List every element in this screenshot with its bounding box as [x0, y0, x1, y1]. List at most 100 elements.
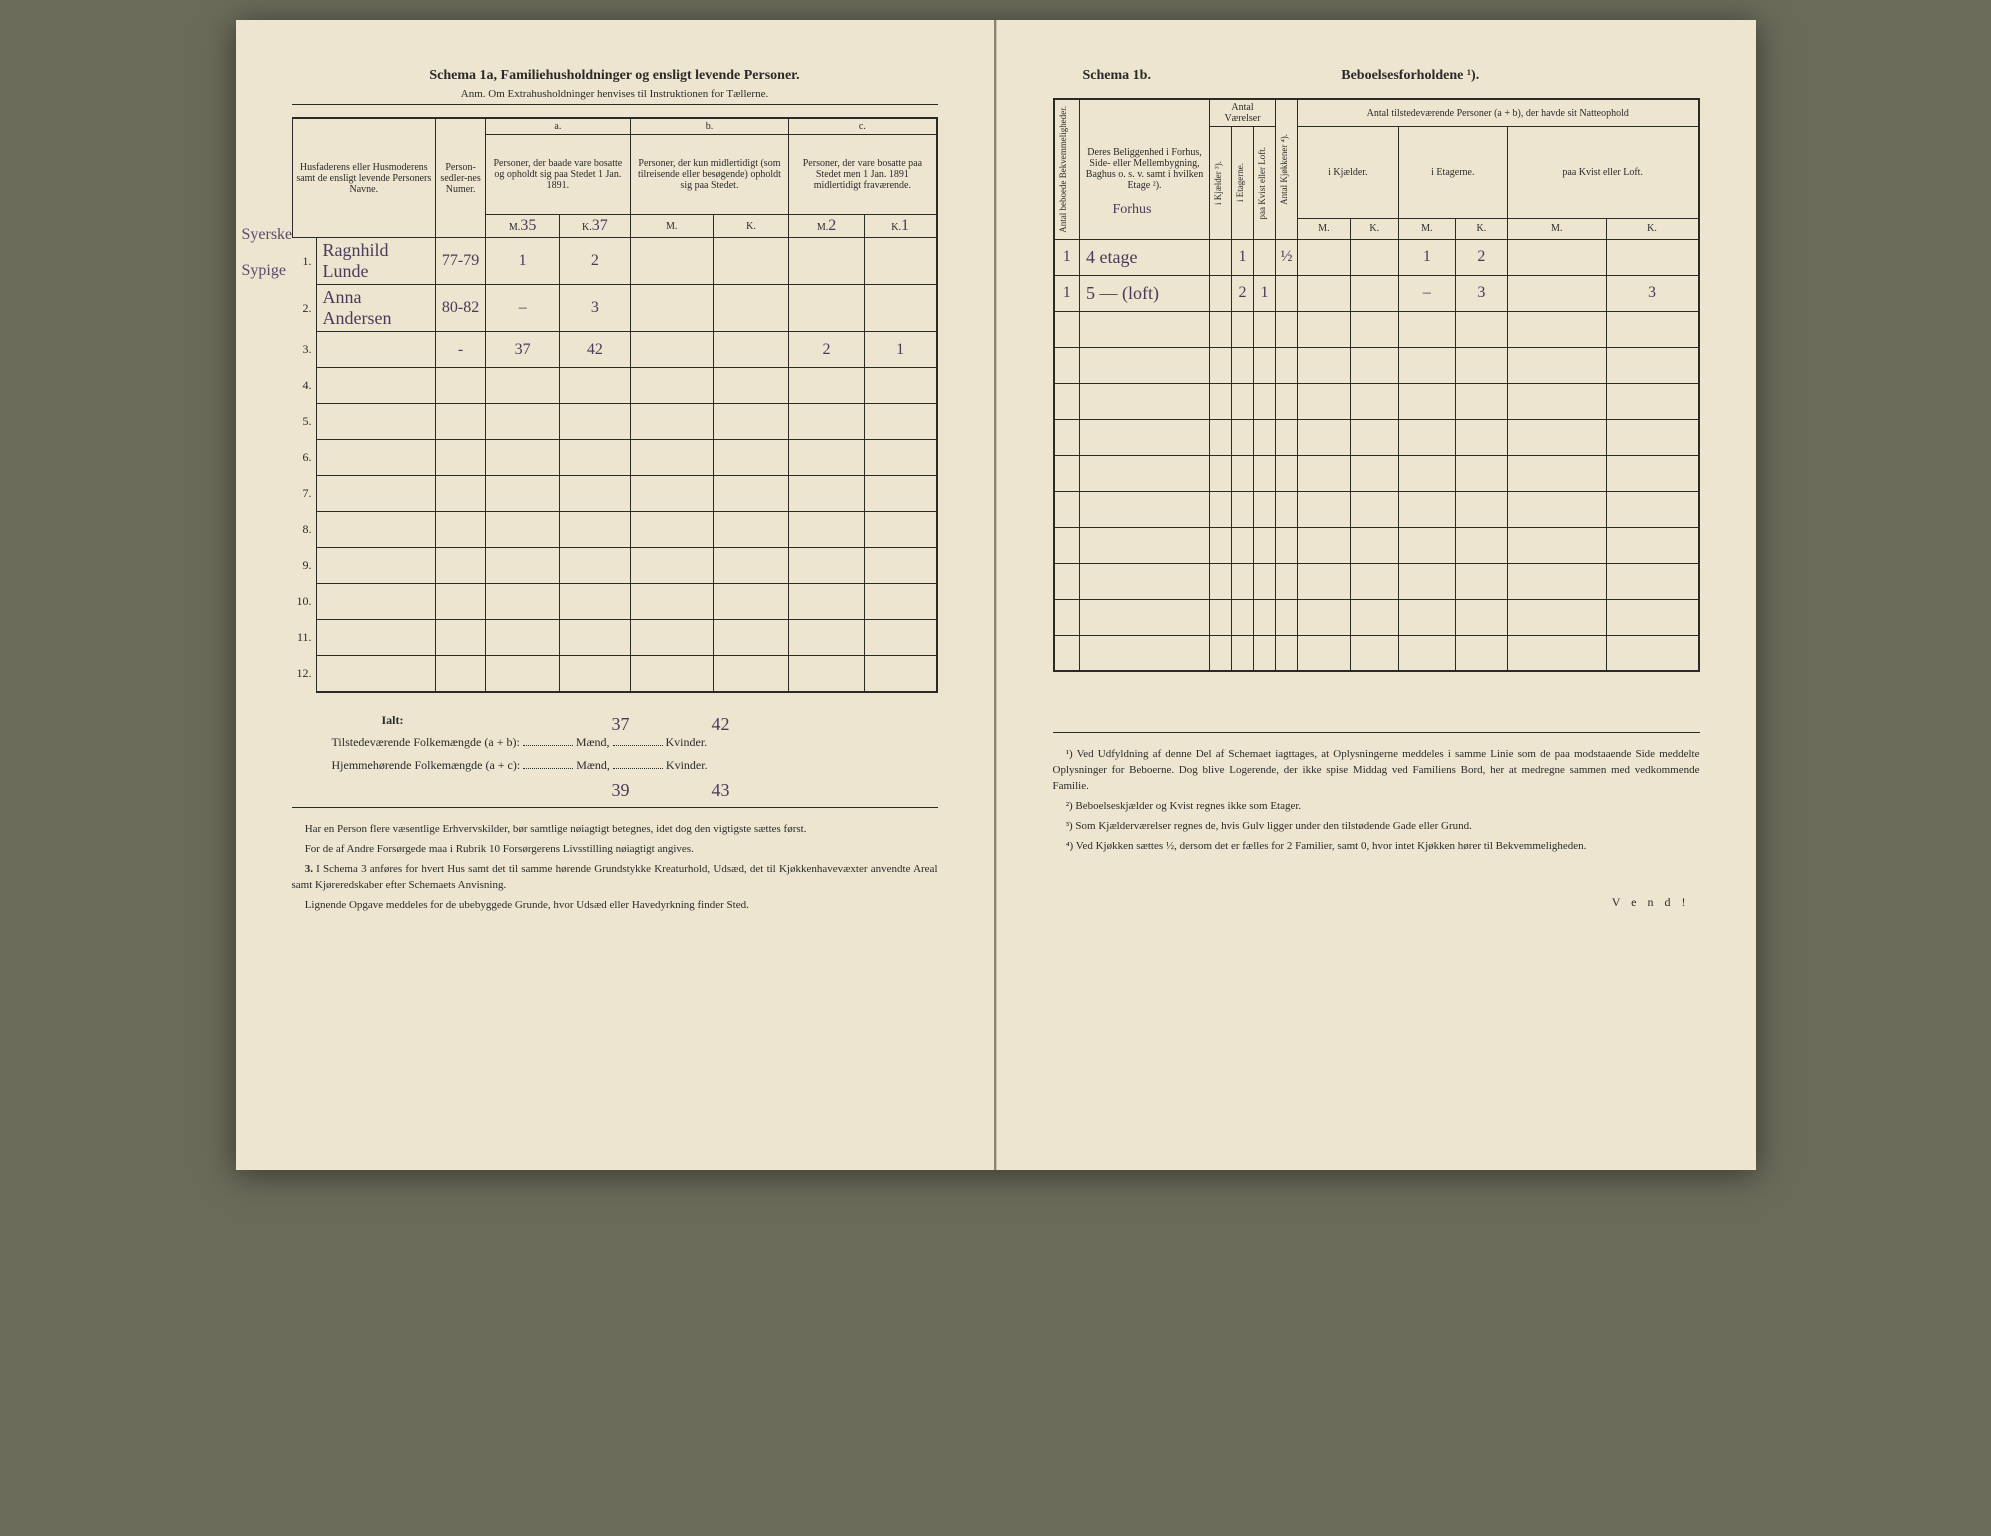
c-m [789, 440, 865, 476]
p3k [1606, 311, 1698, 347]
b-k [713, 548, 789, 584]
name-cell [316, 656, 436, 692]
r-p1-m: M. [1298, 218, 1351, 239]
row-number: 9. [292, 548, 316, 584]
col-numer-header: Person-sedler-nes Numer. [436, 118, 486, 238]
p1m [1298, 491, 1351, 527]
a-k: 3 [560, 285, 630, 332]
row-number: 8. [292, 512, 316, 548]
p3k [1606, 419, 1698, 455]
b-m [630, 476, 713, 512]
p2k [1455, 347, 1507, 383]
bekvem-cell [1054, 455, 1080, 491]
col-c-text: Personer, der vare bosatte paa Stedet me… [789, 135, 937, 215]
table-row: 4. [292, 368, 937, 404]
kj: ½ [1276, 239, 1298, 275]
b-k [713, 238, 789, 285]
table-row: 3.-374221 [292, 332, 937, 368]
numer-cell: - [436, 332, 486, 368]
p2m [1398, 491, 1455, 527]
row-number: 12. [292, 656, 316, 692]
kj [1276, 347, 1298, 383]
a-m [486, 584, 560, 620]
row-number: 2. [292, 285, 316, 332]
beligg-cell [1080, 419, 1210, 455]
beligg-cell [1080, 383, 1210, 419]
v3 [1254, 527, 1276, 563]
bekvem-cell [1054, 491, 1080, 527]
h-a-m: M.35 [486, 215, 560, 238]
v2 [1232, 599, 1254, 635]
p1k [1350, 239, 1398, 275]
bekvem-cell [1054, 599, 1080, 635]
v1 [1210, 419, 1232, 455]
v-kjaelder: i Kjælder ³). [1213, 157, 1225, 209]
v3 [1254, 383, 1276, 419]
p3k [1606, 239, 1698, 275]
beligg-cell: 5 — (loft) [1080, 275, 1210, 311]
a-m [486, 476, 560, 512]
numer-cell [436, 404, 486, 440]
p1m [1298, 599, 1351, 635]
table-row: 8. [292, 512, 937, 548]
a-k [560, 656, 630, 692]
v2 [1232, 311, 1254, 347]
a-k [560, 620, 630, 656]
schema-1a-subtitle: Anm. Om Extrahusholdninger henvises til … [292, 88, 938, 105]
a-m: 37 [486, 332, 560, 368]
kj [1276, 311, 1298, 347]
b-k [713, 285, 789, 332]
b-m [630, 512, 713, 548]
row-number: 6. [292, 440, 316, 476]
table-row [1054, 455, 1699, 491]
a-k: 2 [560, 238, 630, 285]
table-row: 1.Ragnhild Lunde77-7912 [292, 238, 937, 285]
bekvem-cell [1054, 383, 1080, 419]
right-footnotes: ¹) Ved Udfyldning af denne Del af Schema… [1053, 747, 1700, 855]
p1k [1350, 455, 1398, 491]
bekvem-cell [1054, 635, 1080, 671]
col-b-label: b. [630, 118, 789, 135]
summary-line-2: Hjemmehørende Folkemængde (a + c): Mænd,… [332, 754, 938, 777]
fn-p4: Lignende Opgave meddeles for de ubebygge… [292, 898, 938, 914]
c-m [789, 238, 865, 285]
p2m [1398, 599, 1455, 635]
c-m [789, 620, 865, 656]
col-bekvem: Antal beboede Bekvemmeligheder. [1058, 102, 1070, 237]
c-m [789, 368, 865, 404]
b-k [713, 440, 789, 476]
b-m [630, 548, 713, 584]
c-m: 2 [789, 332, 865, 368]
p3k [1606, 491, 1698, 527]
b-k [713, 512, 789, 548]
v2 [1232, 563, 1254, 599]
name-cell [316, 584, 436, 620]
col-b-text: Personer, der kun midlertidigt (som tilr… [630, 135, 789, 215]
v1 [1210, 239, 1232, 275]
c-k [864, 476, 936, 512]
b-m [630, 620, 713, 656]
numer-cell [436, 476, 486, 512]
v2 [1232, 383, 1254, 419]
p3k [1606, 563, 1698, 599]
table-row: 14 etage1½12 [1054, 239, 1699, 275]
b-m [630, 440, 713, 476]
table-row [1054, 383, 1699, 419]
c-k [864, 584, 936, 620]
v2 [1232, 347, 1254, 383]
a-k [560, 548, 630, 584]
p1m [1298, 239, 1351, 275]
table-row: 10. [292, 584, 937, 620]
h-b-m: M. [630, 215, 713, 238]
fn4: ⁴) Ved Kjøkken sættes ½, dersom det er f… [1053, 839, 1700, 855]
p3k [1606, 383, 1698, 419]
p2m [1398, 383, 1455, 419]
p1k [1350, 347, 1398, 383]
table-row [1054, 599, 1699, 635]
a-k [560, 368, 630, 404]
c-k: 1 [864, 332, 936, 368]
fn-p2: For de af Andre Forsørgede maa i Rubrik … [292, 842, 938, 858]
beligg-cell [1080, 563, 1210, 599]
table-row [1054, 527, 1699, 563]
beligg-cell [1080, 347, 1210, 383]
